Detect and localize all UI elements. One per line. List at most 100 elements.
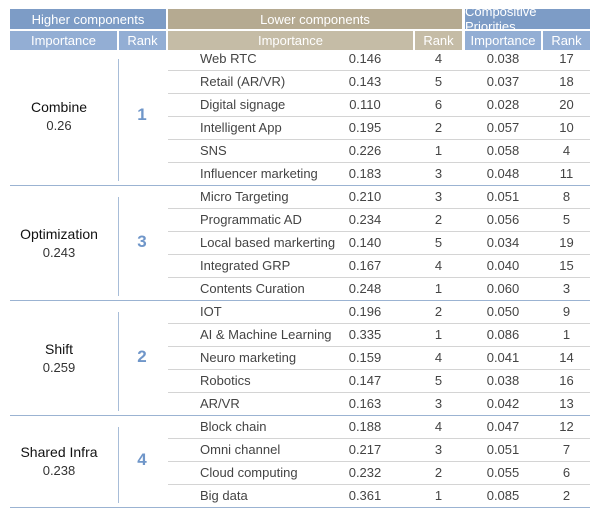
item-cp-importance: 0.051: [486, 189, 520, 204]
item-rank: 1: [434, 143, 443, 158]
item-importance: 0.183: [348, 166, 382, 181]
item-name: Digital signage: [200, 97, 286, 112]
header-lower-components: Lower components: [168, 9, 462, 29]
item-name: Local based markerting: [200, 235, 336, 250]
item-name: Micro Targeting: [200, 189, 289, 204]
item-rank: 3: [434, 189, 443, 204]
row-divider: [168, 139, 590, 140]
item-rank: 2: [434, 465, 443, 480]
item-cp-rank: 6: [562, 465, 571, 480]
group-rank: 4: [137, 450, 147, 469]
item-importance: 0.146: [348, 51, 382, 66]
item-cp-importance: 0.034: [486, 235, 520, 250]
group-name: Shift: [44, 340, 73, 357]
item-name: Neuro marketing: [200, 350, 297, 365]
item-rank: 1: [434, 281, 443, 296]
item-cp-rank: 17: [559, 51, 574, 66]
item-importance: 0.167: [348, 258, 382, 273]
item-cp-rank: 8: [562, 189, 571, 204]
item-rank: 5: [434, 235, 443, 250]
item-cp-importance: 0.038: [486, 51, 520, 66]
group-rank: 1: [137, 105, 147, 124]
row-divider: [168, 254, 590, 255]
item-rank: 4: [434, 51, 443, 66]
item-name: Block chain: [200, 419, 267, 434]
header-higher-components: Higher components: [10, 9, 166, 29]
item-rank: 5: [434, 74, 443, 89]
item-importance: 0.196: [348, 304, 382, 319]
group-importance: 0.238: [42, 463, 76, 478]
item-cp-importance: 0.057: [486, 120, 520, 135]
group-separator: [10, 507, 590, 508]
item-cp-importance: 0.085: [486, 488, 520, 503]
group-rank: 3: [137, 231, 147, 251]
header-higher-rank: Rank: [119, 31, 166, 50]
header-lower-importance: Importance: [168, 31, 413, 50]
group-rank: 2: [137, 346, 147, 366]
group-divider: [118, 427, 119, 503]
group-divider: [118, 197, 119, 296]
item-rank: 5: [434, 373, 443, 388]
group-separator: [10, 300, 590, 301]
item-cp-rank: 18: [559, 74, 574, 89]
item-rank: 2: [434, 304, 443, 319]
item-importance: 0.140: [348, 235, 382, 250]
item-cp-rank: 12: [559, 419, 574, 434]
item-cp-rank: 5: [562, 212, 571, 227]
item-cp-rank: 14: [559, 350, 574, 365]
header-compositive-priorities: Compositive Priorities: [465, 4, 590, 34]
row-divider: [168, 484, 590, 485]
item-rank: 6: [434, 97, 443, 112]
item-cp-importance: 0.041: [486, 350, 520, 365]
group-importance: 0.243: [42, 244, 76, 260]
item-importance: 0.110: [349, 97, 381, 112]
group-name: Optimization: [20, 225, 98, 242]
item-importance: 0.248: [348, 281, 382, 296]
group-divider: [118, 59, 119, 181]
row-divider: [168, 461, 590, 462]
item-name: Robotics: [200, 373, 251, 388]
item-cp-importance: 0.040: [486, 258, 520, 273]
item-rank: 1: [434, 488, 443, 503]
item-cp-rank: 11: [559, 166, 574, 181]
item-cp-importance: 0.060: [486, 281, 520, 296]
item-importance: 0.335: [348, 327, 382, 342]
group-label: Shared Infra 0.238: [0, 444, 118, 478]
item-cp-rank: 19: [559, 235, 574, 250]
item-importance: 0.232: [348, 465, 382, 480]
group-divider: [118, 312, 119, 411]
item-importance: 0.210: [348, 189, 382, 204]
item-importance: 0.361: [348, 488, 382, 503]
group-name: Shared Infra: [20, 444, 98, 460]
row-divider: [168, 162, 590, 163]
item-cp-importance: 0.058: [486, 143, 520, 158]
item-name: Big data: [200, 488, 248, 503]
item-importance: 0.147: [348, 373, 382, 388]
item-cp-rank: 2: [562, 488, 571, 503]
item-rank: 1: [434, 327, 443, 342]
item-importance: 0.188: [348, 419, 382, 434]
item-rank: 3: [434, 396, 443, 411]
item-rank: 3: [434, 442, 443, 457]
group-label: Combine 0.26: [0, 99, 118, 133]
item-importance: 0.163: [348, 396, 382, 411]
item-rank: 3: [434, 166, 443, 181]
group-label: Shift 0.259: [0, 341, 118, 375]
item-name: Contents Curation: [200, 281, 305, 296]
item-name: Integrated GRP: [200, 258, 291, 273]
item-cp-importance: 0.048: [486, 166, 520, 181]
header-composite-importance: Importance: [465, 31, 541, 50]
item-cp-rank: 3: [562, 281, 571, 296]
item-importance: 0.143: [348, 74, 382, 89]
item-name: Cloud computing: [200, 465, 298, 480]
item-name: Influencer marketing: [200, 166, 318, 181]
item-name: Retail (AR/VR): [200, 74, 286, 89]
item-name: SNS: [200, 143, 227, 158]
item-rank: 4: [434, 419, 443, 434]
row-divider: [168, 277, 590, 278]
item-importance: 0.234: [348, 212, 382, 227]
item-cp-importance: 0.047: [486, 419, 520, 434]
item-importance: 0.226: [348, 143, 382, 158]
item-cp-importance: 0.050: [486, 304, 520, 319]
